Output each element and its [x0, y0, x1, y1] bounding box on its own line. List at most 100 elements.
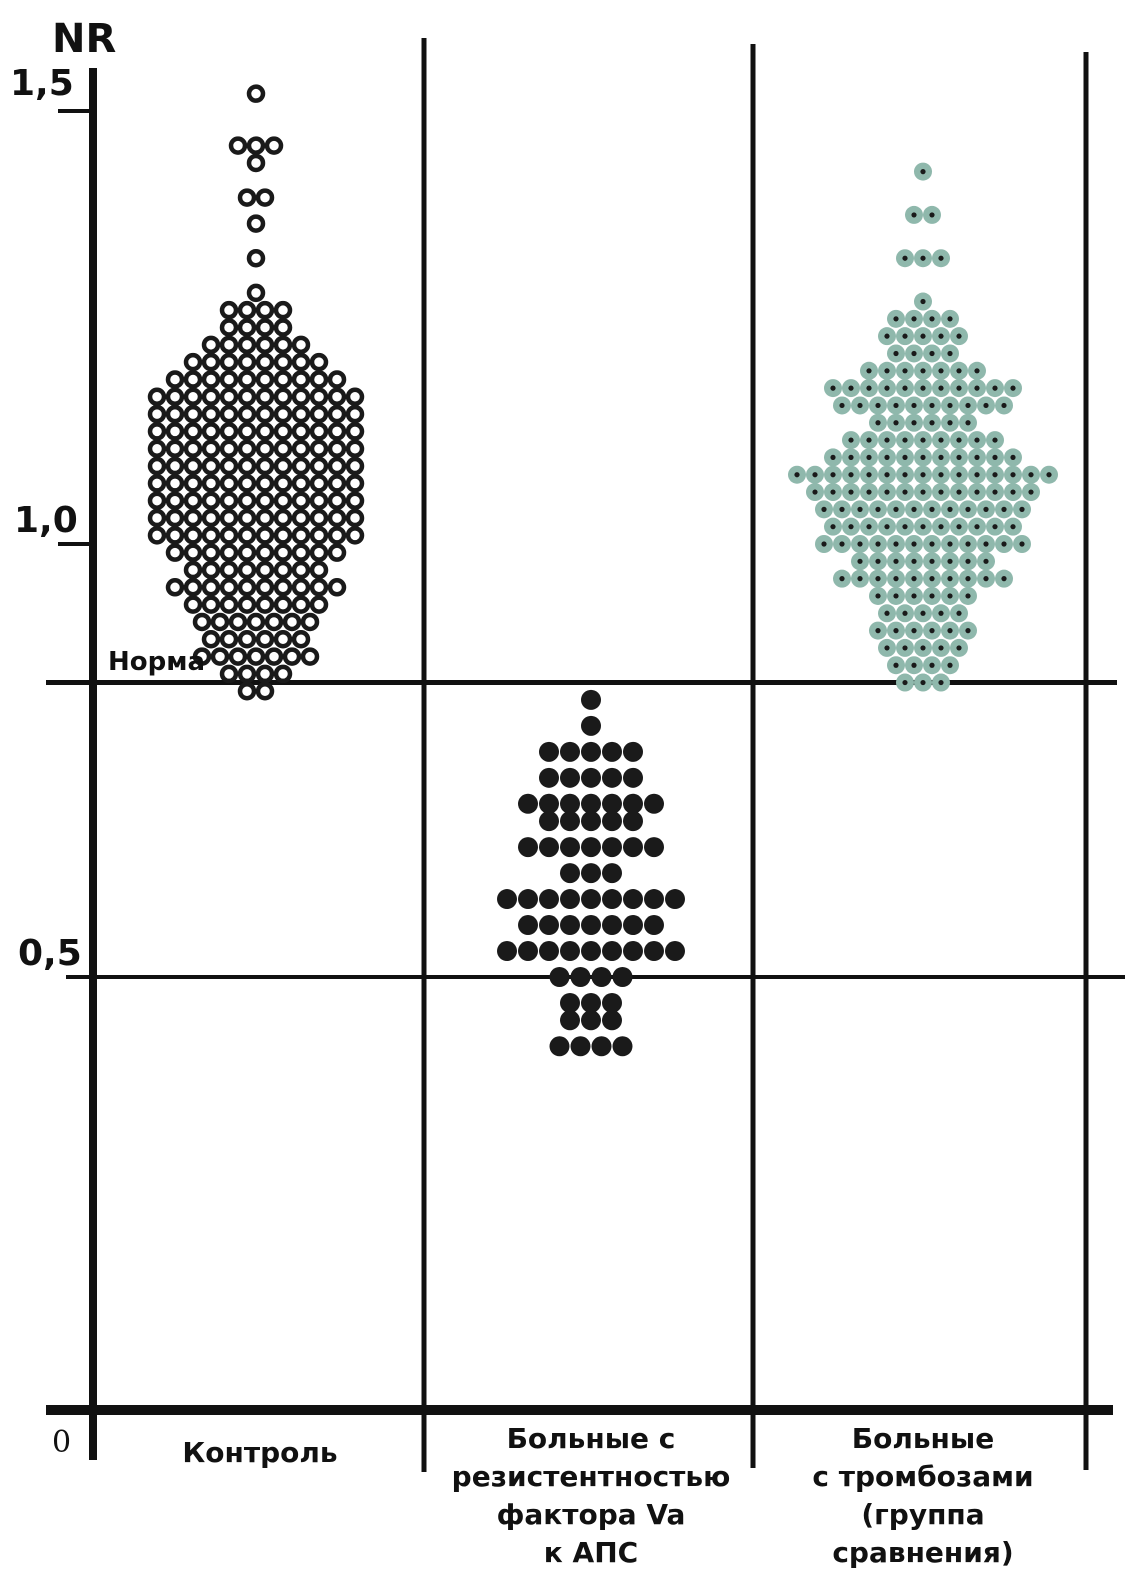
data-point-control	[258, 442, 272, 456]
data-point-center-dot	[920, 489, 925, 494]
data-point-center-dot	[974, 455, 979, 460]
data-point-center-dot	[839, 403, 844, 408]
data-point-center-dot	[884, 489, 889, 494]
data-point-control	[240, 459, 254, 473]
data-point-center-dot	[884, 455, 889, 460]
data-point-control	[186, 598, 200, 612]
data-point-control	[258, 546, 272, 560]
data-point-control	[294, 528, 308, 542]
data-point-control	[240, 442, 254, 456]
data-point-apc-resistance	[539, 941, 559, 961]
data-point-control	[276, 355, 290, 369]
data-point-control	[258, 528, 272, 542]
data-point-control	[258, 459, 272, 473]
data-point-center-dot	[947, 507, 952, 512]
data-point-control	[168, 580, 182, 594]
data-point-control	[186, 442, 200, 456]
data-point-center-dot	[920, 524, 925, 529]
data-point-control	[186, 528, 200, 542]
data-point-control	[168, 546, 182, 560]
data-point-center-dot	[947, 541, 952, 546]
data-point-control	[222, 442, 236, 456]
data-point-control	[168, 459, 182, 473]
data-point-center-dot	[947, 403, 952, 408]
data-point-apc-resistance	[644, 837, 664, 857]
data-point-control	[330, 494, 344, 508]
data-point-center-dot	[902, 334, 907, 339]
data-point-center-dot	[911, 559, 916, 564]
data-point-apc-resistance	[602, 915, 622, 935]
data-point-center-dot	[983, 576, 988, 581]
data-point-center-dot	[920, 455, 925, 460]
data-point-center-dot	[983, 507, 988, 512]
data-point-control	[186, 580, 200, 594]
category-label: сравнения)	[832, 1536, 1013, 1569]
data-point-control	[258, 303, 272, 317]
data-point-apc-resistance	[623, 768, 643, 788]
data-point-apc-resistance	[613, 967, 633, 987]
data-point-control	[240, 667, 254, 681]
data-point-control	[240, 528, 254, 542]
data-point-control	[312, 476, 326, 490]
data-point-center-dot	[956, 489, 961, 494]
data-point-apc-resistance	[518, 915, 538, 935]
data-point-control	[348, 390, 362, 404]
data-point-control	[168, 511, 182, 525]
data-point-control	[330, 372, 344, 386]
category-label: фактора Va	[497, 1498, 686, 1531]
data-point-center-dot	[848, 386, 853, 391]
data-point-center-dot	[866, 489, 871, 494]
data-point-control	[249, 615, 263, 629]
data-point-center-dot	[830, 524, 835, 529]
data-point-control	[195, 615, 209, 629]
data-point-control	[150, 459, 164, 473]
data-point-center-dot	[965, 559, 970, 564]
data-point-center-dot	[938, 645, 943, 650]
data-point-center-dot	[893, 559, 898, 564]
data-point-control	[240, 632, 254, 646]
data-point-center-dot	[929, 507, 934, 512]
data-point-control	[294, 390, 308, 404]
data-point-control	[240, 390, 254, 404]
data-point-control	[186, 563, 200, 577]
data-point-control	[294, 580, 308, 594]
data-point-control	[168, 407, 182, 421]
data-point-apc-resistance	[602, 837, 622, 857]
data-point-control	[168, 372, 182, 386]
y-tick-label: 1,0	[14, 500, 78, 541]
data-point-control	[267, 139, 281, 153]
data-point-center-dot	[938, 611, 943, 616]
data-point-control	[276, 442, 290, 456]
data-point-control	[150, 390, 164, 404]
data-point-center-dot	[956, 368, 961, 373]
data-point-control	[222, 632, 236, 646]
data-point-apc-resistance	[602, 768, 622, 788]
data-point-control	[330, 442, 344, 456]
data-point-center-dot	[965, 420, 970, 425]
data-point-control	[186, 390, 200, 404]
data-point-center-dot	[947, 663, 952, 668]
data-point-center-dot	[875, 507, 880, 512]
data-point-control	[204, 459, 218, 473]
data-point-control	[150, 424, 164, 438]
data-point-center-dot	[893, 403, 898, 408]
data-point-control	[186, 511, 200, 525]
data-point-apc-resistance	[571, 967, 591, 987]
data-point-control	[231, 650, 245, 664]
data-point-center-dot	[902, 645, 907, 650]
data-point-control	[150, 407, 164, 421]
data-point-control	[222, 303, 236, 317]
data-point-apc-resistance	[550, 1036, 570, 1056]
data-point-center-dot	[938, 386, 943, 391]
data-point-center-dot	[884, 472, 889, 477]
data-point-center-dot	[848, 524, 853, 529]
data-point-control	[258, 355, 272, 369]
data-point-center-dot	[956, 645, 961, 650]
data-point-center-dot	[1010, 455, 1015, 460]
data-point-apc-resistance	[581, 690, 601, 710]
data-point-control	[249, 139, 263, 153]
category-label: к АПС	[544, 1536, 638, 1569]
data-point-center-dot	[938, 334, 943, 339]
data-point-control	[222, 667, 236, 681]
data-point-center-dot	[848, 455, 853, 460]
